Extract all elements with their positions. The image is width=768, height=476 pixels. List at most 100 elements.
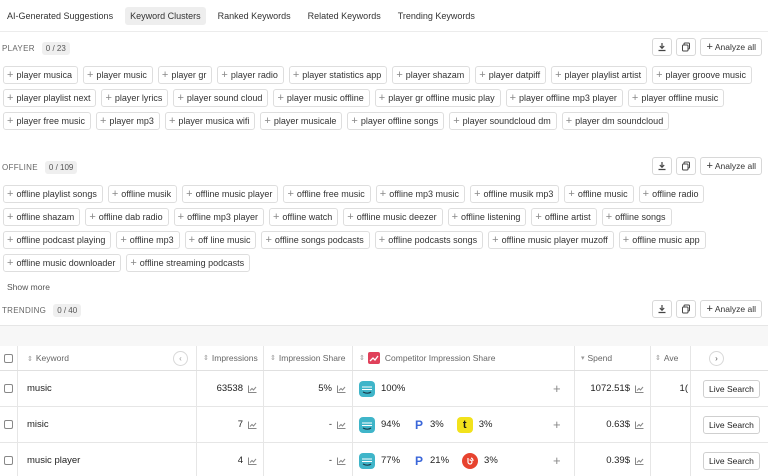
analyze-all-button[interactable]: + Analyze all	[700, 300, 762, 318]
keyword-chip[interactable]: + offline musik mp3	[470, 185, 560, 203]
tab-keyword-clusters[interactable]: Keyword Clusters	[125, 6, 206, 25]
copy-button[interactable]	[676, 157, 697, 175]
row-checkbox[interactable]	[4, 384, 13, 393]
keyword-chip[interactable]: + player playlist next	[3, 89, 97, 107]
keyword-chip[interactable]: + player gr	[157, 66, 213, 84]
tab-trending-keywords[interactable]: Trending Keywords	[397, 10, 475, 21]
row-checkbox[interactable]	[4, 456, 13, 465]
keyword-chip[interactable]: + player musica wifi	[164, 112, 256, 130]
keyword-chip[interactable]: + offline podcast playing	[3, 231, 112, 249]
keyword-chip[interactable]: + offline mp3 player	[173, 208, 264, 226]
download-button[interactable]	[652, 157, 673, 175]
trend-chart-icon[interactable]	[635, 385, 644, 393]
ave-column-header[interactable]: ⇕ Ave	[651, 346, 691, 370]
table-header-row: ⇕ Keyword ‹ ⇕ Impressions ⇕ Impression Shar…	[0, 346, 768, 371]
keyword-chip[interactable]: + player dm soundcloud	[561, 112, 670, 130]
trend-chart-icon[interactable]	[337, 385, 346, 393]
live-search-button[interactable]: Live Search	[703, 379, 760, 398]
keyword-chip[interactable]: + offline podcasts songs	[374, 231, 484, 249]
keyword-chip[interactable]: + offline music app	[618, 231, 706, 249]
live-search-button[interactable]: Live Search	[703, 451, 760, 470]
live-search-button[interactable]: Live Search	[703, 415, 760, 434]
select-all-checkbox[interactable]	[4, 353, 13, 363]
keyword-chip[interactable]: + player sound cloud	[173, 89, 269, 107]
keyword-chip[interactable]: + player free music	[3, 112, 91, 130]
keyword-chip[interactable]: + offline playlist songs	[3, 185, 103, 203]
section-title: TRENDING	[2, 305, 47, 315]
analyze-all-button[interactable]: + Analyze all	[700, 157, 762, 175]
keyword-chip[interactable]: + off line music	[184, 231, 257, 249]
add-competitor-icon[interactable]: +	[553, 453, 561, 468]
trend-chart-icon[interactable]	[248, 385, 257, 393]
keyword-chip[interactable]: + offline streaming podcasts	[126, 254, 251, 272]
trend-chart-icon[interactable]	[635, 421, 644, 429]
impressions-value: 4	[237, 455, 243, 466]
keyword-chip[interactable]: + player music	[82, 66, 153, 84]
chevron-left-icon[interactable]: ‹	[173, 350, 188, 366]
show-more-link[interactable]: Show more	[7, 282, 50, 292]
trend-chart-icon[interactable]	[337, 457, 346, 465]
trend-chart-icon[interactable]	[635, 457, 644, 465]
keyword-chip[interactable]: + offline artist	[531, 208, 597, 226]
keyword-chip[interactable]: + player lyrics	[101, 89, 169, 107]
keyword-chip[interactable]: + player groove music	[652, 66, 753, 84]
copy-button[interactable]	[676, 300, 697, 318]
tab-ai-suggestions[interactable]: AI-Generated Suggestions	[7, 10, 114, 21]
impression-share-column-header[interactable]: ⇕ Impression Share	[264, 346, 353, 370]
keyword-chip[interactable]: + player musicale	[260, 112, 343, 130]
download-button[interactable]	[652, 300, 673, 318]
download-button[interactable]	[652, 38, 673, 56]
keyword-chip[interactable]: + offline musik	[107, 185, 178, 203]
keyword-chip-label: player offline music	[641, 93, 719, 103]
keyword-chip[interactable]: + offline mp3	[116, 231, 180, 249]
competitor-item: 77%	[359, 452, 400, 469]
keyword-chip[interactable]: + offline radio	[638, 185, 705, 203]
copy-button[interactable]	[676, 38, 697, 56]
keyword-chip[interactable]: + player playlist artist	[551, 66, 648, 84]
keyword-chip[interactable]: + offline mp3 music	[375, 185, 466, 203]
keyword-chip[interactable]: + offline songs	[601, 208, 672, 226]
add-competitor-icon[interactable]: +	[553, 381, 561, 396]
analyze-all-button[interactable]: + Analyze all	[700, 38, 762, 56]
keyword-chip[interactable]: + player radio	[217, 66, 284, 84]
impression-share-value: 5%	[318, 383, 332, 394]
keyword-chip[interactable]: + player offline songs	[347, 112, 445, 130]
keyword-chip[interactable]: + player offline music	[627, 89, 725, 107]
keyword-chip[interactable]: + offline songs podcasts	[261, 231, 370, 249]
keyword-chip[interactable]: + player shazam	[392, 66, 471, 84]
keyword-chip[interactable]: + offline music deezer	[343, 208, 443, 226]
keyword-chip[interactable]: + offline watch	[268, 208, 339, 226]
keyword-chip[interactable]: + offline listening	[447, 208, 527, 226]
tab-ranked-keywords[interactable]: Ranked Keywords	[217, 10, 291, 21]
keyword-chip[interactable]: + offline music downloader	[3, 254, 122, 272]
trend-chart-icon[interactable]	[337, 421, 346, 429]
keyword-chip[interactable]: + player gr offline music play	[374, 89, 501, 107]
spend-column-header[interactable]: ▾ Spend	[575, 346, 651, 370]
trend-chart-icon[interactable]	[248, 421, 257, 429]
keyword-chip-label: offline mp3 player	[187, 212, 258, 222]
keyword-chip[interactable]: + player mp3	[95, 112, 160, 130]
tab-related-keywords[interactable]: Related Keywords	[307, 10, 381, 21]
add-competitor-icon[interactable]: +	[553, 417, 561, 432]
ave-value: 1(	[679, 383, 688, 394]
keyword-chip[interactable]: + offline music	[564, 185, 634, 203]
trend-chart-icon[interactable]	[248, 457, 257, 465]
keyword-chip[interactable]: + player datpiff	[475, 66, 547, 84]
keyword-chip[interactable]: + offline free music	[283, 185, 371, 203]
keyword-column-header[interactable]: ⇕ Keyword	[27, 353, 69, 363]
competitor-share-column-header[interactable]: ⇕ Competitor Impression Share	[353, 346, 575, 370]
keyword-chip[interactable]: + offline dab radio	[85, 208, 169, 226]
keyword-chip[interactable]: + player soundcloud dm	[449, 112, 557, 130]
keyword-chip[interactable]: + offline shazam	[3, 208, 81, 226]
chevron-right-icon[interactable]: ›	[709, 350, 724, 366]
keyword-chip[interactable]: + offline music player muzoff	[488, 231, 614, 249]
impressions-column-header[interactable]: ⇕ Impressions	[197, 346, 264, 370]
keyword-chip[interactable]: + player music offline	[273, 89, 370, 107]
row-checkbox[interactable]	[4, 420, 13, 429]
download-icon	[658, 162, 666, 171]
keyword-chip[interactable]: + player musica	[3, 66, 78, 84]
keyword-chip[interactable]: + player statistics app	[288, 66, 388, 84]
plus-icon: +	[492, 233, 499, 246]
keyword-chip[interactable]: + player offline mp3 player	[505, 89, 623, 107]
keyword-chip[interactable]: + offline music player	[182, 185, 279, 203]
